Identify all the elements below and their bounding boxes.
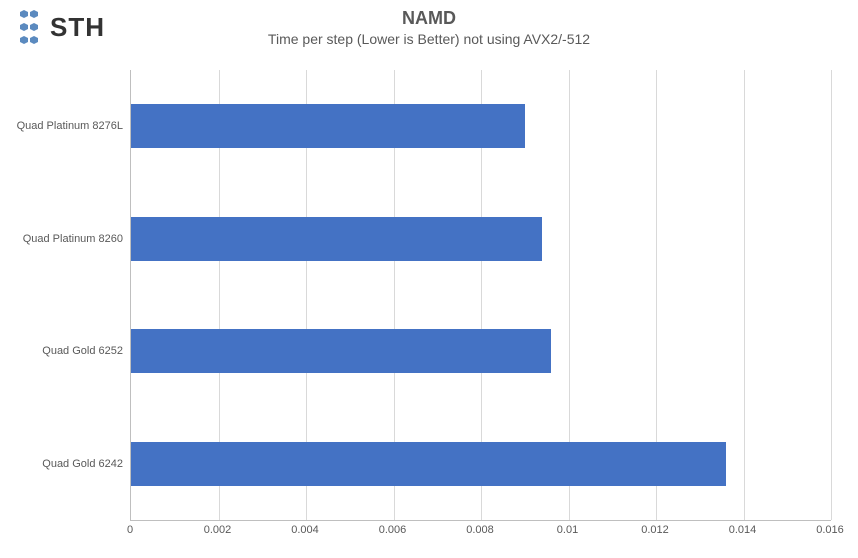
- y-axis-label: Quad Platinum 8276L: [3, 120, 123, 132]
- y-axis-label: Quad Gold 6252: [3, 345, 123, 357]
- plot-area: [130, 70, 831, 521]
- x-axis-label: 0.006: [379, 524, 407, 536]
- x-axis-label: 0.008: [466, 524, 494, 536]
- chart-subtitle: Time per step (Lower is Better) not usin…: [0, 31, 858, 47]
- gridline: [831, 70, 832, 520]
- x-axis-label: 0.016: [816, 524, 844, 536]
- bar: [131, 442, 726, 486]
- x-axis-label: 0.01: [557, 524, 578, 536]
- hex-icon: [16, 10, 46, 44]
- chart-titles: NAMD Time per step (Lower is Better) not…: [0, 0, 858, 47]
- bar: [131, 329, 551, 373]
- x-axis-label: 0: [127, 524, 133, 536]
- gridline: [744, 70, 745, 520]
- x-axis-label: 0.004: [291, 524, 319, 536]
- chart-title: NAMD: [0, 8, 858, 29]
- logo-text: STH: [50, 12, 105, 43]
- y-axis-label: Quad Gold 6242: [3, 458, 123, 470]
- x-axis-label: 0.014: [729, 524, 757, 536]
- y-axis-label: Quad Platinum 8260: [3, 233, 123, 245]
- bar: [131, 104, 525, 148]
- x-axis-label: 0.002: [204, 524, 232, 536]
- bar: [131, 217, 542, 261]
- sth-logo: STH: [16, 10, 105, 44]
- x-axis-label: 0.012: [641, 524, 669, 536]
